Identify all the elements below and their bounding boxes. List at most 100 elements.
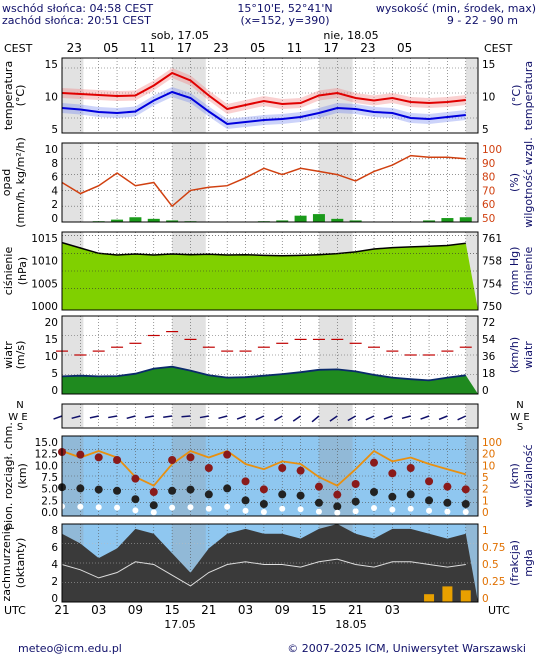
fog-bar — [442, 586, 453, 602]
tick-label: 1005 — [31, 278, 58, 290]
compass-n-right: N — [516, 400, 523, 411]
bottom-hour-label: 09 — [275, 603, 290, 617]
cloud-extent-marker — [223, 484, 232, 493]
cloud-top-marker — [351, 480, 360, 488]
tick-label: 0 — [51, 385, 58, 397]
tick-label: 100 — [482, 437, 502, 449]
tick-label: 2.5 — [41, 495, 58, 507]
cloud-top-marker — [223, 450, 232, 459]
precip-bar — [423, 220, 436, 222]
cloud-extent-marker — [296, 491, 305, 500]
utc-right: UTC — [488, 604, 510, 617]
date-label-2: 18.05 — [335, 618, 367, 631]
bottom-hour-label: 03 — [385, 603, 400, 617]
precip-bar — [276, 220, 289, 222]
cloud-top-marker — [186, 453, 195, 462]
cloud-top-marker — [314, 482, 323, 491]
y2-axis-unit: (%) — [508, 173, 521, 192]
tick-label: 1 — [482, 495, 489, 507]
bottom-hour-label: 09 — [128, 603, 143, 617]
cloud-base-marker — [297, 506, 304, 513]
cloud-base-marker — [444, 508, 451, 515]
tick-label: 761 — [482, 233, 502, 245]
tick-label: 5 — [51, 368, 58, 380]
precip-bar — [129, 217, 142, 222]
bottom-hour-label: 21 — [54, 603, 69, 617]
tick-label: 8 — [51, 158, 58, 170]
tick-label: 50 — [482, 213, 495, 225]
cloud-base-marker — [224, 503, 231, 510]
tick-label: 750 — [482, 301, 502, 313]
y-axis-label: opad — [0, 169, 13, 196]
cloud-top-marker — [241, 477, 250, 486]
tick-label: 0.0 — [41, 507, 58, 519]
top-hour-label: 23 — [360, 41, 375, 55]
top-hour-labels: 23 05 11 17 23 05 11 17 23 05 — [67, 41, 413, 55]
y-axis-unit: (m/s) — [14, 341, 27, 370]
grid-text: (x=152, y=390) — [240, 14, 329, 27]
bottom-hour-label: 03 — [238, 603, 253, 617]
cloud-base-marker — [407, 505, 414, 512]
cloud-extent-marker — [259, 500, 268, 508]
top-hour-label: 05 — [397, 41, 412, 55]
wind-direction-arrow — [457, 415, 467, 421]
temperature-spread-band — [62, 87, 466, 129]
cloud-extent-marker — [241, 496, 250, 505]
y-axis-unit: (hPa) — [16, 257, 29, 285]
tick-label: 20 — [45, 317, 58, 329]
wind-direction-arrow — [420, 415, 430, 420]
wind-direction-arrow — [292, 415, 302, 422]
tick-label: 20 — [482, 449, 495, 461]
wind-direction-arrow — [383, 415, 393, 420]
fog-bar — [424, 594, 435, 602]
top-hour-label: 11 — [287, 41, 302, 55]
cloud-base-marker — [77, 503, 84, 510]
wind-direction-arrow — [199, 415, 209, 419]
precip-bar — [349, 220, 362, 222]
footer-email[interactable]: meteo@icm.edu.pl — [18, 642, 122, 655]
cloud-base-marker — [95, 504, 102, 511]
wind-direction-arrow — [438, 415, 448, 421]
cloud-extent-marker — [204, 490, 213, 499]
cloud-base-marker — [260, 509, 267, 515]
cloud-base-marker — [132, 507, 139, 514]
cloud-top-marker — [388, 469, 397, 478]
compass-s-right: S — [517, 422, 523, 433]
cloud-base-marker — [150, 509, 157, 516]
temperature-line-1 — [61, 90, 466, 126]
wind-direction-arrow — [181, 415, 191, 418]
tick-label: 2 — [51, 576, 58, 588]
tick-label: 5 — [51, 124, 58, 136]
night-band — [172, 58, 206, 133]
panel-border — [61, 403, 479, 429]
tick-label: 0 — [482, 507, 489, 519]
wind-direction-arrow — [365, 415, 375, 421]
night-band — [62, 58, 84, 133]
cloud-base-marker — [187, 504, 194, 511]
y-axis-label: wiatr — [2, 341, 15, 369]
y-axis-label: zachmurzenie — [0, 524, 13, 601]
top-hour-label: 23 — [67, 41, 82, 55]
wind-direction-arrow — [218, 415, 228, 420]
wind-direction-arrow — [126, 415, 136, 420]
night-band — [318, 404, 353, 428]
night-band — [318, 143, 353, 222]
bottom-hour-label: 21 — [201, 603, 216, 617]
wind-direction-arrow — [71, 415, 81, 420]
y-axis-unit: (°C) — [14, 85, 27, 107]
tick-label: 10 — [482, 460, 495, 472]
tick-label: 0.25 — [482, 576, 505, 588]
precip-bar — [111, 219, 124, 222]
tick-label: 4 — [51, 185, 58, 197]
footer-copyright: © 2007-2025 ICM, Uniwersytet Warszawski — [287, 642, 526, 655]
tick-label: 1 — [482, 525, 489, 537]
tick-label: 10 — [45, 144, 58, 156]
y2-axis-unit: (km/h) — [508, 337, 521, 373]
top-hour-label: 17 — [177, 41, 192, 55]
cloud-base-marker — [315, 508, 322, 515]
cloud-top-marker — [406, 464, 415, 472]
cloud-top-marker — [168, 456, 177, 464]
